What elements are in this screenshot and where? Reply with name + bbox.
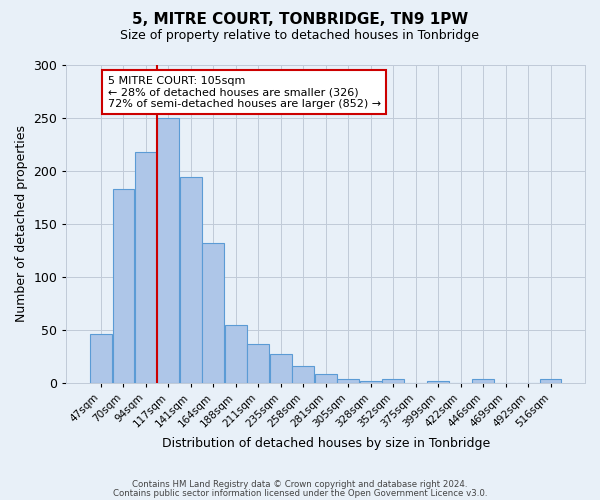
- X-axis label: Distribution of detached houses by size in Tonbridge: Distribution of detached houses by size …: [161, 437, 490, 450]
- Bar: [292, 366, 314, 383]
- Bar: [360, 380, 382, 383]
- Bar: [427, 380, 449, 383]
- Bar: [382, 378, 404, 383]
- Bar: [90, 334, 112, 383]
- Bar: [247, 344, 269, 383]
- Text: 5 MITRE COURT: 105sqm
← 28% of detached houses are smaller (326)
72% of semi-det: 5 MITRE COURT: 105sqm ← 28% of detached …: [107, 76, 381, 109]
- Y-axis label: Number of detached properties: Number of detached properties: [15, 126, 28, 322]
- Bar: [202, 243, 224, 383]
- Bar: [157, 118, 179, 383]
- Bar: [180, 178, 202, 383]
- Text: Contains public sector information licensed under the Open Government Licence v3: Contains public sector information licen…: [113, 490, 487, 498]
- Bar: [539, 378, 562, 383]
- Bar: [225, 324, 247, 383]
- Text: Contains HM Land Registry data © Crown copyright and database right 2024.: Contains HM Land Registry data © Crown c…: [132, 480, 468, 489]
- Bar: [270, 354, 292, 383]
- Bar: [337, 378, 359, 383]
- Bar: [135, 152, 157, 383]
- Text: Size of property relative to detached houses in Tonbridge: Size of property relative to detached ho…: [121, 29, 479, 42]
- Bar: [315, 374, 337, 383]
- Bar: [113, 189, 134, 383]
- Text: 5, MITRE COURT, TONBRIDGE, TN9 1PW: 5, MITRE COURT, TONBRIDGE, TN9 1PW: [132, 12, 468, 28]
- Bar: [472, 378, 494, 383]
